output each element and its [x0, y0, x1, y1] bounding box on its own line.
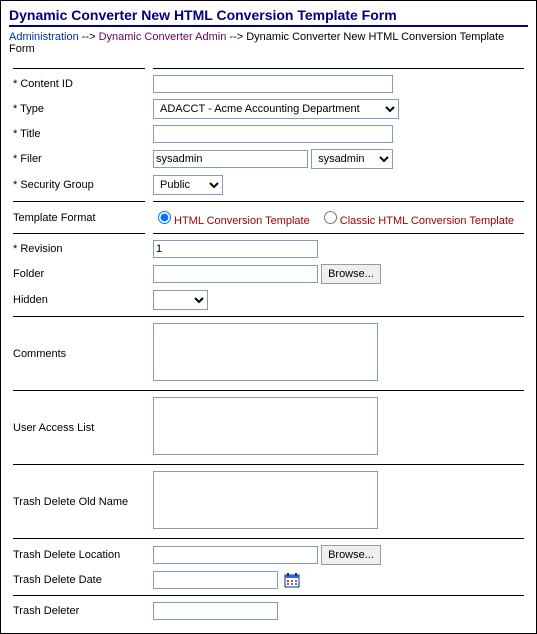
breadcrumb-sep: --> — [229, 31, 246, 43]
template-format-radio-2[interactable] — [324, 211, 337, 224]
divider — [13, 201, 145, 202]
type-select[interactable]: ADACCT - Acme Accounting Department — [153, 99, 399, 119]
label-security-group: * Security Group — [9, 172, 149, 198]
label-content-id: * Content ID — [9, 72, 149, 96]
label-trash-deleter: Trash Deleter — [9, 599, 149, 623]
form-table: * Content ID * Type ADACCT - Acme Accoun… — [9, 65, 528, 623]
revision-input[interactable] — [153, 240, 318, 258]
label-hidden: Hidden — [9, 287, 149, 313]
divider — [13, 390, 524, 391]
template-format-opt2-label[interactable]: Classic HTML Conversion Template — [319, 215, 514, 227]
label-trash-name: Trash Delete Old Name — [9, 468, 149, 535]
divider — [13, 538, 524, 539]
divider — [13, 233, 145, 234]
title-input[interactable] — [153, 125, 393, 143]
trash-loc-browse-button[interactable]: Browse... — [321, 545, 381, 565]
label-title: * Title — [9, 122, 149, 146]
comments-textarea[interactable] — [153, 323, 378, 381]
divider — [153, 233, 524, 234]
label-filer: * Filer — [9, 146, 149, 172]
trash-deleter-input[interactable] — [153, 602, 278, 620]
trash-loc-input[interactable] — [153, 546, 318, 564]
label-type: * Type — [9, 96, 149, 122]
template-format-opt2-text: Classic HTML Conversion Template — [340, 215, 514, 227]
trash-date-input[interactable] — [153, 571, 278, 589]
template-format-opt1-text: HTML Conversion Template — [174, 215, 310, 227]
divider — [13, 595, 524, 596]
folder-browse-button[interactable]: Browse... — [321, 264, 381, 284]
trash-name-textarea[interactable] — [153, 471, 378, 529]
security-group-select[interactable]: Public — [153, 175, 223, 195]
divider — [13, 316, 524, 317]
label-folder: Folder — [9, 261, 149, 287]
breadcrumb-dc-admin[interactable]: Dynamic Converter Admin — [99, 31, 227, 43]
breadcrumb: Administration --> Dynamic Converter Adm… — [9, 29, 528, 55]
calendar-icon[interactable] — [284, 572, 300, 588]
filer-input[interactable] — [153, 150, 308, 168]
breadcrumb-sep: --> — [82, 31, 99, 43]
divider — [13, 68, 145, 69]
label-trash-date: Trash Delete Date — [9, 568, 149, 592]
hidden-select[interactable] — [153, 290, 208, 310]
form-container: Dynamic Converter New HTML Conversion Te… — [0, 0, 537, 634]
template-format-opt1-label[interactable]: HTML Conversion Template — [153, 215, 313, 227]
folder-input[interactable] — [153, 265, 318, 283]
filer-select[interactable]: sysadmin — [311, 149, 393, 169]
content-id-input[interactable] — [153, 75, 393, 93]
label-comments: Comments — [9, 320, 149, 387]
divider — [13, 464, 524, 465]
divider — [153, 68, 524, 69]
page-title: Dynamic Converter New HTML Conversion Te… — [9, 5, 528, 27]
label-user-access: User Access List — [9, 394, 149, 461]
label-revision: * Revision — [9, 237, 149, 261]
user-access-textarea[interactable] — [153, 397, 378, 455]
template-format-radio-1[interactable] — [158, 211, 171, 224]
label-template-format: Template Format — [9, 205, 149, 230]
label-trash-loc: Trash Delete Location — [9, 542, 149, 568]
divider — [153, 201, 524, 202]
breadcrumb-admin[interactable]: Administration — [9, 31, 79, 43]
